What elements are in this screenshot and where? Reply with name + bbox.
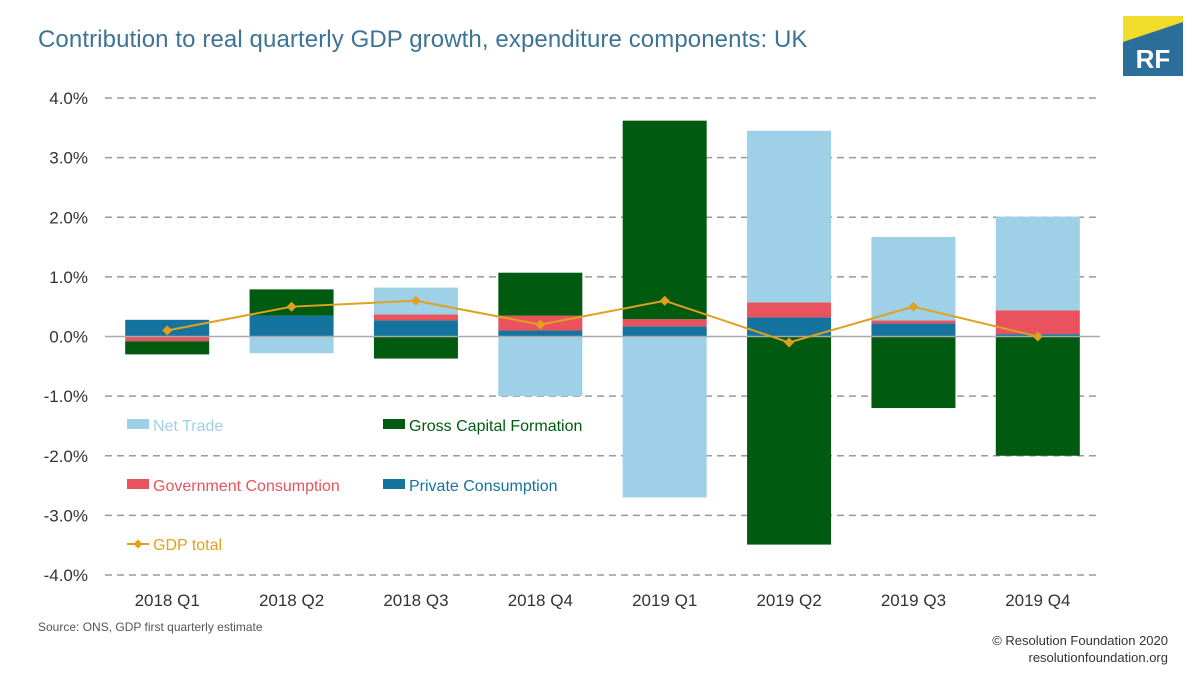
- x-tick-label: 2019 Q1: [632, 591, 697, 610]
- x-tick-label: 2019 Q4: [1005, 591, 1070, 610]
- x-tick-label: 2018 Q1: [135, 591, 200, 610]
- gdp-total-point: [162, 325, 173, 336]
- copyright-text: © Resolution Foundation 2020: [992, 633, 1168, 648]
- bar-private-consumption: [249, 315, 334, 337]
- website-text: resolutionfoundation.org: [1028, 650, 1169, 665]
- y-tick-label: 3.0%: [49, 149, 88, 168]
- x-tick-label: 2019 Q2: [756, 591, 821, 610]
- gdp-total-point: [1032, 331, 1043, 342]
- legend-label: Private Consumption: [409, 478, 558, 495]
- bar-government-consumption: [995, 310, 1080, 335]
- x-tick-label: 2018 Q2: [259, 591, 324, 610]
- bar-private-consumption: [498, 330, 583, 337]
- y-tick-label: -3.0%: [44, 506, 88, 525]
- copyright-block: © Resolution Foundation 2020 resolutionf…: [992, 632, 1168, 666]
- y-axis-ticks: 4.0% 3.0% 2.0% 1.0% 0.0% -1.0% -2.0% -3.0% -4.0%: [44, 89, 88, 585]
- gdp-total-point: [410, 295, 421, 306]
- bar-gross-capital-formation: [373, 336, 458, 359]
- x-tick-label: 2019 Q3: [881, 591, 946, 610]
- bar-gross-capital-formation: [747, 336, 832, 545]
- bar-net-trade: [498, 336, 583, 397]
- x-axis-ticks: 2018 Q1 2018 Q2 2018 Q3 2018 Q4 2019 Q1 2019 …: [135, 591, 1071, 610]
- gdp-total-point: [784, 337, 795, 348]
- y-tick-label: -2.0%: [44, 447, 88, 466]
- x-tick-label: 2018 Q4: [508, 591, 573, 610]
- source-note: Source: ONS, GDP first quarterly estimat…: [38, 620, 263, 634]
- legend-swatch: [127, 479, 149, 489]
- y-tick-label: 1.0%: [49, 268, 88, 287]
- logo-yellow-band: [1123, 16, 1183, 42]
- bar-net-trade: [622, 336, 707, 498]
- bar-gross-capital-formation: [125, 341, 210, 355]
- resolution-foundation-logo: RF: [1123, 16, 1183, 76]
- gdp-total-point: [659, 295, 670, 306]
- bar-government-consumption: [622, 319, 707, 327]
- gdp-total-point: [535, 319, 546, 330]
- bar-net-trade: [995, 216, 1080, 311]
- y-tick-label: -4.0%: [44, 566, 88, 585]
- y-tick-label: 0.0%: [49, 328, 88, 347]
- y-tick-label: -1.0%: [44, 387, 88, 406]
- bar-gross-capital-formation: [622, 120, 707, 320]
- gdp-line-layer: [162, 295, 1043, 348]
- x-tick-label: 2018 Q3: [383, 591, 448, 610]
- bar-government-consumption: [373, 314, 458, 321]
- y-tick-label: 4.0%: [49, 89, 88, 108]
- bar-government-consumption: [747, 302, 832, 318]
- chart-title: Contribution to real quarterly GDP growt…: [38, 26, 808, 53]
- legend-swatch-marker: [133, 539, 143, 549]
- legend: Net Trade Gross Capital Formation Governme…: [127, 418, 582, 554]
- legend-label: Gross Capital Formation: [409, 418, 582, 435]
- legend-label: Net Trade: [153, 418, 223, 435]
- legend-swatch: [383, 479, 405, 489]
- bar-gross-capital-formation: [871, 336, 956, 409]
- legend-label: Government Consumption: [153, 478, 340, 495]
- legend-label: GDP total: [153, 537, 222, 554]
- logo-text: RF: [1136, 44, 1171, 74]
- bar-net-trade: [747, 130, 832, 303]
- logo-graphic: RF: [1123, 16, 1183, 76]
- gdp-total-line: [166, 299, 1039, 344]
- bar-government-consumption: [871, 320, 956, 324]
- bar-private-consumption: [373, 320, 458, 337]
- bar-private-consumption: [871, 323, 956, 337]
- y-tick-label: 2.0%: [49, 208, 88, 227]
- bar-private-consumption: [747, 317, 832, 337]
- legend-swatch: [383, 419, 405, 429]
- bar-government-consumption: [125, 336, 210, 342]
- gdp-total-point: [908, 301, 919, 312]
- legend-swatch: [127, 419, 149, 429]
- bar-gross-capital-formation: [995, 336, 1080, 456]
- bar-net-trade: [249, 336, 334, 354]
- bar-gross-capital-formation: [498, 272, 583, 316]
- gdp-total-point: [286, 301, 297, 312]
- bar-private-consumption: [622, 326, 707, 337]
